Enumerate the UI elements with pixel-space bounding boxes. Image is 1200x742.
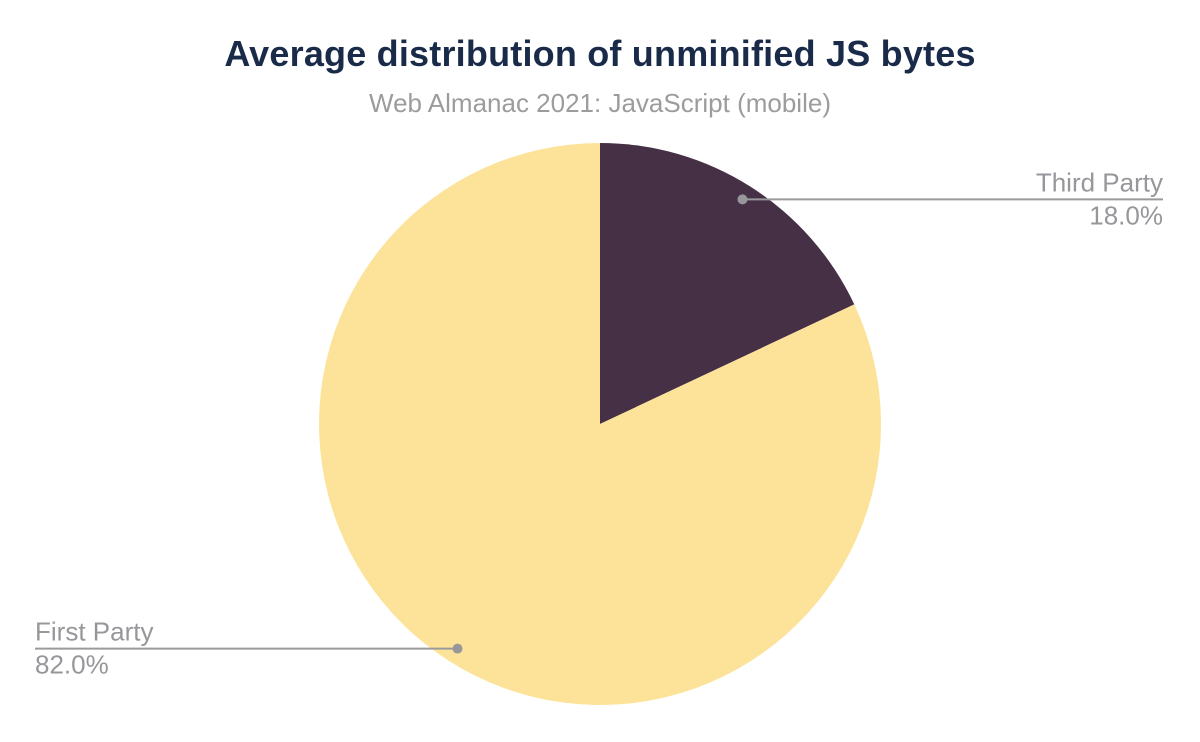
slice-label-value-first-party: 82.0% [35,650,109,680]
pie-slice-first-party[interactable] [319,143,882,705]
leader-dot-first-party [452,643,463,654]
slice-label-name-third-party: Third Party [1036,167,1163,197]
slice-label-name-first-party: First Party [35,617,153,647]
leader-dot-third-party [737,194,748,205]
callout-first-party: First Party 82.0% [35,617,463,680]
chart-title: Average distribution of unminified JS by… [224,33,976,74]
callout-third-party: Third Party 18.0% [737,167,1163,230]
pie-slice-third-party[interactable] [600,143,855,424]
slice-label-value-third-party: 18.0% [1089,200,1163,230]
chart-subtitle: Web Almanac 2021: JavaScript (mobile) [369,88,831,118]
